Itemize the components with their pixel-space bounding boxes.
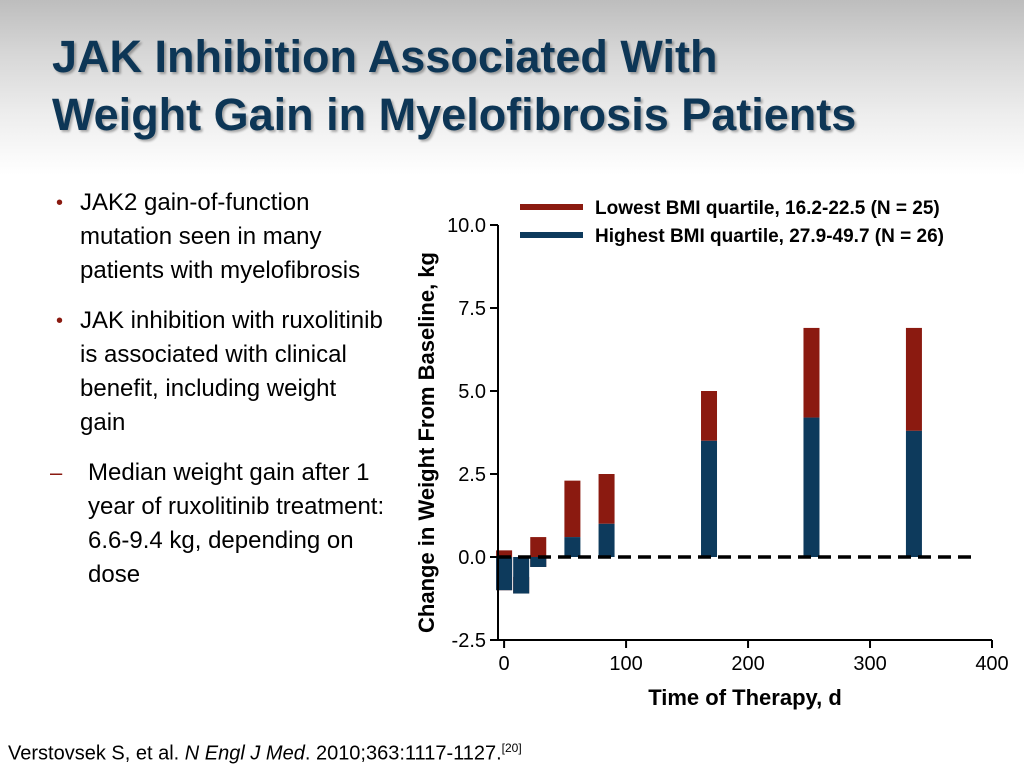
y-tick-label: 7.5 [458, 298, 486, 320]
bullet-item: • JAK2 gain-of-function mutation seen in… [48, 186, 388, 288]
title-band [0, 0, 1024, 175]
x-tick-label: 200 [731, 653, 764, 675]
citation-authors: Verstovsek S, et al. [8, 742, 180, 765]
x-tick-label: 400 [975, 653, 1008, 675]
y-tick-label: 0.0 [458, 547, 486, 569]
chart-svg: -2.5 0.0 2.5 5.0 7.5 10.0 0 100 200 300 400 Time of… [414, 198, 1009, 710]
x-tick-label: 0 [499, 653, 510, 675]
x-axis-title: Time of Therapy, d [648, 685, 842, 710]
sub-bullet-text: Median weight gain after 1 year of ruxol… [88, 459, 385, 588]
bar-highest-bmi [803, 417, 820, 557]
bar-highest-bmi [905, 430, 922, 557]
bar-highest-bmi [496, 557, 513, 591]
y-tick-label: -2.5 [452, 630, 486, 652]
citation: Verstovsek S, et al. N Engl J Med. 2010;… [8, 735, 522, 767]
y-tick-label: 5.0 [458, 381, 486, 403]
bar-highest-bmi [598, 523, 615, 557]
sub-bullet-marker: – [50, 460, 63, 485]
bullet-item: • JAK inhibition with ruxolitinib is ass… [48, 304, 388, 440]
slide-title-line-1: JAK Inhibition Associated With [52, 31, 718, 82]
bullet-marker: • [56, 310, 64, 332]
bullet-marker: • [56, 192, 64, 214]
bar-lowest-bmi [701, 391, 718, 441]
bullet-list: • JAK2 gain-of-function mutation seen in… [48, 186, 388, 592]
bar-lowest-bmi [564, 480, 581, 538]
bar-highest-bmi [513, 557, 530, 594]
bullet-text: JAK2 gain-of-function mutation seen in m… [80, 189, 361, 284]
bar-highest-bmi [564, 537, 581, 557]
legend-label: Highest BMI quartile, 27.9-49.7 (N = 26) [595, 226, 944, 247]
y-axis-title: Change in Weight From Baseline, kg [414, 252, 439, 633]
x-tick-label: 300 [853, 653, 886, 675]
sub-bullet-item: – Median weight gain after 1 year of rux… [48, 456, 388, 592]
bar-highest-bmi [701, 440, 718, 557]
bar-lowest-bmi [905, 327, 922, 431]
bar-lowest-bmi [598, 474, 615, 524]
y-tick-label: 10.0 [447, 215, 486, 237]
x-tick-label: 100 [609, 653, 642, 675]
weight-change-chart: -2.5 0.0 2.5 5.0 7.5 10.0 0 100 200 300 400 Time of… [405, 185, 1020, 720]
bar-lowest-bmi [803, 327, 820, 418]
citation-journal: N Engl J Med [184, 742, 305, 765]
bullet-text: JAK inhibition with ruxolitinib is assoc… [80, 307, 383, 436]
bar-highest-bmi [530, 557, 547, 567]
legend-label: Lowest BMI quartile, 16.2-22.5 (N = 25) [595, 198, 940, 219]
citation-details: . 2010;363:1117-1127. [304, 742, 502, 765]
citation-reference: [20] [501, 741, 522, 755]
y-tick-label: 2.5 [458, 464, 486, 486]
slide-title: JAK Inhibition Associated With Weight Ga… [52, 28, 1012, 144]
slide-title-line-2: Weight Gain in Myelofibrosis Patients [52, 89, 857, 140]
